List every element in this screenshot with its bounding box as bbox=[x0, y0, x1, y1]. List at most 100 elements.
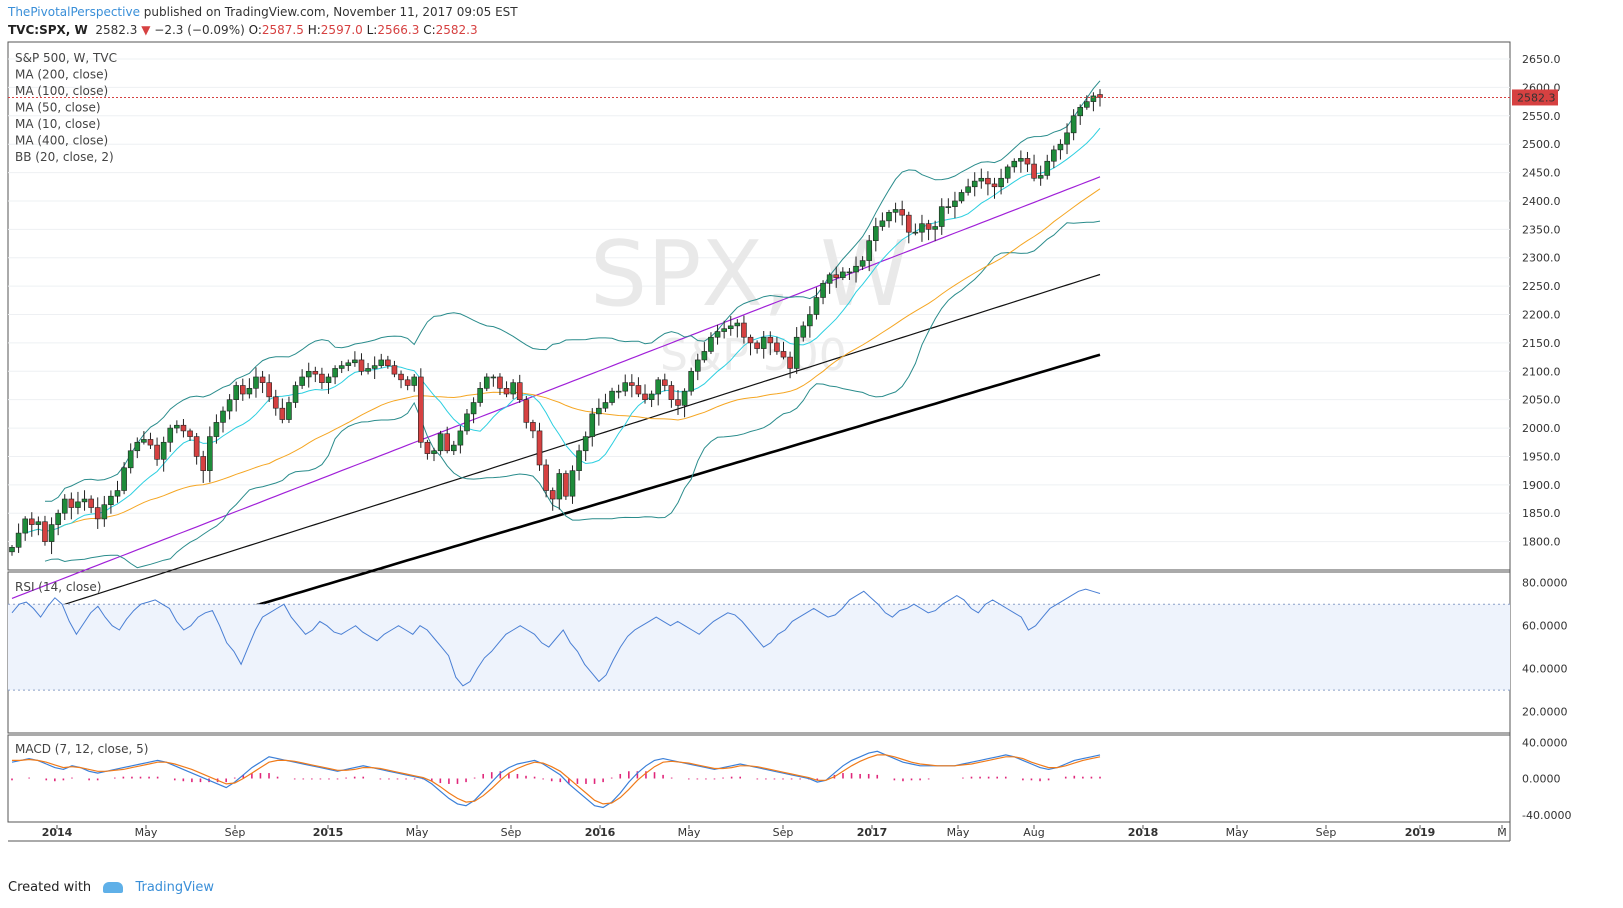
chart-header: ThePivotalPerspective published on Tradi… bbox=[8, 4, 1608, 40]
candle-body bbox=[345, 362, 352, 366]
candle-body bbox=[266, 382, 272, 398]
candle-body bbox=[879, 220, 886, 227]
candle-body bbox=[985, 177, 991, 185]
candle-body bbox=[971, 180, 978, 188]
candle-body bbox=[1044, 160, 1051, 176]
candle-body bbox=[629, 382, 635, 386]
candle-body bbox=[530, 422, 536, 432]
candle-body bbox=[253, 376, 259, 389]
candle-body bbox=[919, 223, 925, 233]
x-axis-label: M bbox=[1497, 826, 1507, 839]
candle-body bbox=[602, 402, 609, 409]
last-price: 2582.3 bbox=[95, 23, 138, 37]
candle-body bbox=[1031, 163, 1037, 179]
x-axis-label: 2018 bbox=[1128, 826, 1159, 839]
candle-body bbox=[233, 385, 239, 400]
low-value: 2566.3 bbox=[377, 23, 420, 37]
candle-body bbox=[609, 390, 615, 403]
rsi-title: RSI (14, close) bbox=[15, 580, 101, 594]
candle-body bbox=[503, 388, 510, 395]
legend-item: MA (200, close) bbox=[15, 68, 108, 82]
high-label: H: bbox=[307, 23, 321, 37]
candle-body bbox=[912, 231, 919, 234]
candle-body bbox=[457, 430, 464, 446]
x-axis-label: 2014 bbox=[42, 826, 73, 839]
candle-body bbox=[352, 359, 358, 364]
candle-body bbox=[859, 260, 866, 267]
candle-body bbox=[299, 376, 305, 386]
chart-svg[interactable]: 1800.0 1850.0 1900.0 1950.0 2000.0 2050.0 2100… bbox=[0, 0, 1623, 878]
candle-body bbox=[991, 183, 998, 188]
candle-body bbox=[747, 336, 754, 344]
candle-body bbox=[193, 436, 200, 457]
candle-body bbox=[563, 473, 569, 497]
candle-body bbox=[998, 177, 1004, 188]
x-axis-label: Sep bbox=[1316, 826, 1337, 839]
candle-body bbox=[905, 214, 912, 233]
candle-body bbox=[675, 399, 681, 406]
price-tick-label: 2250.0 bbox=[1522, 280, 1561, 293]
candle-body bbox=[543, 464, 549, 491]
candle-body bbox=[853, 265, 859, 273]
x-axis-label: Sep bbox=[773, 826, 794, 839]
x-axis-label: May bbox=[947, 826, 970, 839]
candle-body bbox=[668, 385, 675, 400]
price-tick-label: 1850.0 bbox=[1522, 507, 1561, 520]
candle-body bbox=[483, 376, 490, 389]
candle-body bbox=[94, 507, 101, 520]
candle-body bbox=[886, 212, 892, 222]
rsi-tick-label: 20.0000 bbox=[1522, 706, 1568, 719]
candle-body bbox=[873, 226, 879, 242]
tradingview-link[interactable]: TradingView bbox=[135, 880, 214, 895]
candle-body bbox=[121, 467, 127, 491]
x-axis-label: May bbox=[1226, 826, 1249, 839]
candle-body bbox=[708, 336, 714, 352]
candle-body bbox=[648, 393, 655, 400]
price-tick-label: 2050.0 bbox=[1522, 394, 1561, 407]
pane-frame bbox=[7, 734, 1511, 823]
candle-body bbox=[846, 271, 853, 274]
author-link[interactable]: ThePivotalPerspective bbox=[8, 5, 140, 19]
candle-body bbox=[108, 495, 114, 506]
candle-body bbox=[688, 370, 694, 392]
close-value: 2582.3 bbox=[435, 23, 478, 37]
candle-body bbox=[1070, 115, 1077, 134]
ma50-line bbox=[31, 188, 1101, 532]
candle-body bbox=[75, 501, 81, 508]
candle-body bbox=[180, 424, 187, 432]
ma10-line bbox=[25, 127, 1101, 534]
candle-body bbox=[925, 223, 932, 230]
candle-body bbox=[826, 274, 833, 284]
price-tick-label: 2100.0 bbox=[1522, 365, 1561, 378]
candle-body bbox=[154, 444, 160, 460]
candle-body bbox=[813, 297, 820, 315]
candle-body bbox=[404, 379, 411, 386]
candle-body bbox=[760, 336, 767, 349]
candle-body bbox=[55, 512, 61, 525]
candle-body bbox=[978, 177, 985, 182]
candle-body bbox=[754, 342, 760, 349]
candle-body bbox=[549, 490, 556, 500]
legend-item: MA (100, close) bbox=[15, 84, 108, 98]
price-tick-label: 2400.0 bbox=[1522, 195, 1561, 208]
legend-item: MA (10, close) bbox=[15, 117, 101, 131]
tradingview-logo-icon bbox=[103, 882, 124, 893]
macd-signal-line bbox=[12, 754, 1101, 805]
legend-item: S&P 500, W, TVC bbox=[15, 51, 117, 65]
candle-body bbox=[681, 390, 688, 406]
x-axis-label: 2016 bbox=[585, 826, 616, 839]
candle-body bbox=[569, 470, 576, 497]
candle-body bbox=[88, 498, 94, 508]
candle-body bbox=[793, 336, 800, 369]
created-with-text: Created with bbox=[8, 880, 92, 895]
candle-body bbox=[1018, 158, 1024, 162]
candle-body bbox=[272, 396, 279, 409]
macd-title: MACD (7, 12, close, 5) bbox=[15, 742, 148, 756]
candle-body bbox=[9, 546, 15, 553]
candle-body bbox=[470, 402, 477, 415]
candle-body bbox=[101, 504, 108, 520]
price-tick-label: 2500.0 bbox=[1522, 138, 1561, 151]
candle-body bbox=[1037, 175, 1044, 179]
candle-body bbox=[319, 373, 325, 383]
candle-body bbox=[305, 370, 312, 378]
